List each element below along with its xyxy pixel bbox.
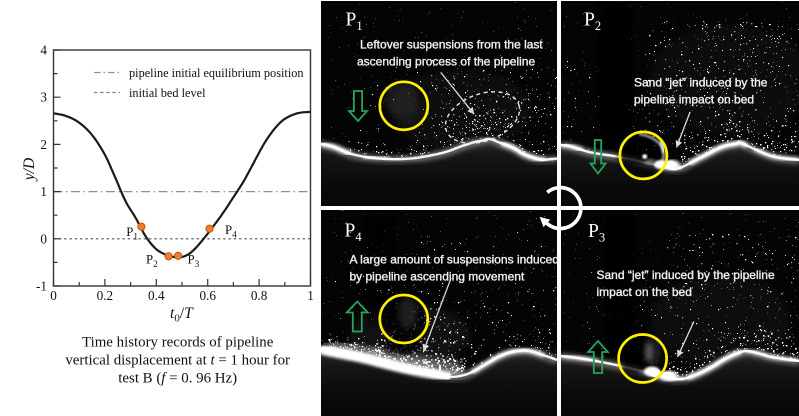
svg-text:pipeline impact on bed: pipeline impact on bed [634, 93, 754, 107]
svg-text:0.2: 0.2 [97, 288, 113, 303]
svg-text:vertical displacement at t = 1: vertical displacement at t = 1 hour for [65, 353, 290, 369]
svg-text:Sand “jet” induced by the: Sand “jet” induced by the [634, 76, 768, 90]
svg-text:-1: -1 [36, 279, 47, 294]
svg-text:initial bed level: initial bed level [129, 86, 206, 100]
svg-text:Time history records of pipeli: Time history records of pipeline [82, 335, 274, 351]
svg-text:3: 3 [40, 90, 47, 105]
svg-text:ascending process of the pipel: ascending process of the pipeline [357, 55, 535, 69]
svg-text:0.6: 0.6 [199, 288, 216, 303]
svg-text:Sand “jet” induced by the pipe: Sand “jet” induced by the pipeline [597, 268, 775, 282]
svg-text:Leftover suspensions from the: Leftover suspensions from the last [360, 38, 543, 52]
svg-text:0.8: 0.8 [251, 288, 268, 303]
svg-text:0.4: 0.4 [148, 288, 165, 303]
svg-text:test B (f = 0. 96 Hz): test B (f = 0. 96 Hz) [118, 371, 237, 387]
svg-text:t0/T: t0/T [170, 305, 194, 325]
svg-text:0: 0 [50, 288, 57, 303]
svg-text:4: 4 [40, 43, 47, 58]
svg-text:impact on the bed: impact on the bed [597, 285, 692, 299]
svg-text:by pipeline ascending movement: by pipeline ascending movement [350, 270, 525, 284]
svg-text:0: 0 [40, 231, 47, 246]
svg-text:1: 1 [307, 288, 314, 303]
svg-text:A large amount of suspensions: A large amount of suspensions induced [350, 253, 559, 267]
svg-text:2: 2 [40, 137, 47, 152]
svg-text:pipeline initial equilibrium p: pipeline initial equilibrium position [129, 66, 304, 80]
svg-text:y/D: y/D [21, 158, 38, 182]
svg-text:1: 1 [40, 184, 47, 199]
